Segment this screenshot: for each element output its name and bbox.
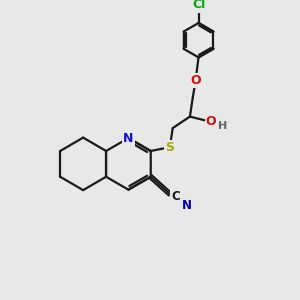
Text: O: O bbox=[190, 74, 201, 87]
Text: Cl: Cl bbox=[192, 0, 205, 11]
Text: C: C bbox=[171, 190, 180, 203]
Text: S: S bbox=[165, 141, 174, 154]
Text: N: N bbox=[123, 132, 134, 145]
Text: H: H bbox=[218, 121, 227, 131]
Text: N: N bbox=[182, 199, 192, 212]
Text: O: O bbox=[206, 115, 216, 128]
